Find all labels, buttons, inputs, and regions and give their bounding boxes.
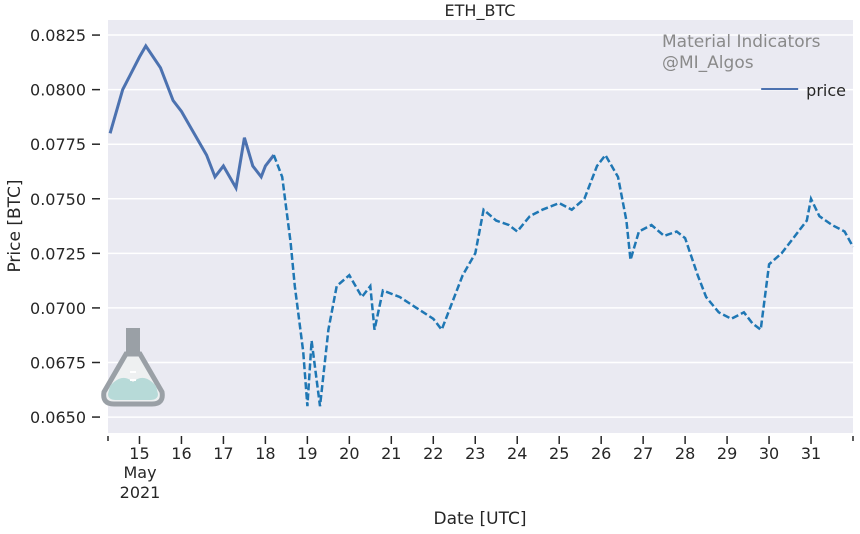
y-tick-label: 0.0675 xyxy=(30,353,86,372)
x-tick-label: 22 xyxy=(423,444,443,463)
x-sublabel-month: May xyxy=(123,463,156,482)
chart-title: ETH_BTC xyxy=(445,1,516,21)
flask-logo-icon xyxy=(101,328,165,407)
y-tick-label: 0.0825 xyxy=(30,26,86,45)
x-tick-label: 21 xyxy=(381,444,401,463)
x-sublabel-year: 2021 xyxy=(120,483,161,502)
watermark-line-2: @MI_Algos xyxy=(662,53,754,73)
x-tick-label: 28 xyxy=(675,444,695,463)
x-tick-label: 27 xyxy=(633,444,653,463)
x-tick-label: 17 xyxy=(213,444,233,463)
x-tick-label: 31 xyxy=(801,444,821,463)
x-tick-label: 25 xyxy=(549,444,569,463)
x-tick-label: 29 xyxy=(717,444,737,463)
x-axis-label: Date [UTC] xyxy=(433,509,526,529)
legend-label-price: price xyxy=(806,81,846,100)
x-tick-label: 26 xyxy=(591,444,611,463)
x-tick-label: 30 xyxy=(759,444,779,463)
y-tick-label: 0.0750 xyxy=(30,190,86,209)
y-tick-label: 0.0725 xyxy=(30,244,86,263)
x-tick-label: 16 xyxy=(171,444,191,463)
y-tick-label: 0.0650 xyxy=(30,408,86,427)
y-tick-label: 0.0800 xyxy=(30,81,86,100)
x-tick-label: 23 xyxy=(465,444,485,463)
plot-area xyxy=(108,20,853,433)
watermark-line-1: Material Indicators xyxy=(662,32,821,52)
price-series-line-early xyxy=(108,43,275,193)
x-tick-label: 20 xyxy=(339,444,359,463)
y-tick-label: 0.0775 xyxy=(30,135,86,154)
x-tick-label: 19 xyxy=(297,444,317,463)
x-tick-label: 18 xyxy=(255,444,275,463)
y-tick-label: 0.0700 xyxy=(30,299,86,318)
x-tick-label: 15 xyxy=(129,444,149,463)
y-axis-label: Price [BTC] xyxy=(5,179,25,272)
x-tick-label: 24 xyxy=(507,444,527,463)
price-series-line xyxy=(272,152,855,407)
